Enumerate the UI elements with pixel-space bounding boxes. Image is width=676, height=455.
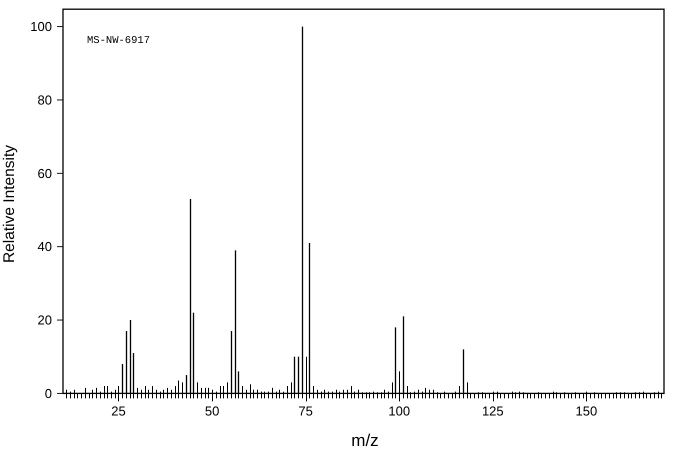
svg-text:20: 20 [38,313,52,328]
svg-text:60: 60 [38,166,52,181]
svg-text:50: 50 [205,403,219,418]
svg-text:25: 25 [111,403,125,418]
svg-text:75: 75 [298,403,312,418]
svg-text:100: 100 [388,403,410,418]
svg-text:125: 125 [482,403,504,418]
svg-text:m/z: m/z [351,431,378,450]
svg-text:40: 40 [38,239,52,254]
svg-text:Relative Intensity: Relative Intensity [1,145,18,263]
svg-text:100: 100 [30,19,52,34]
svg-text:80: 80 [38,92,52,107]
svg-text:150: 150 [576,403,598,418]
svg-text:MS-NW-6917: MS-NW-6917 [87,35,150,47]
svg-text:0: 0 [45,386,52,401]
